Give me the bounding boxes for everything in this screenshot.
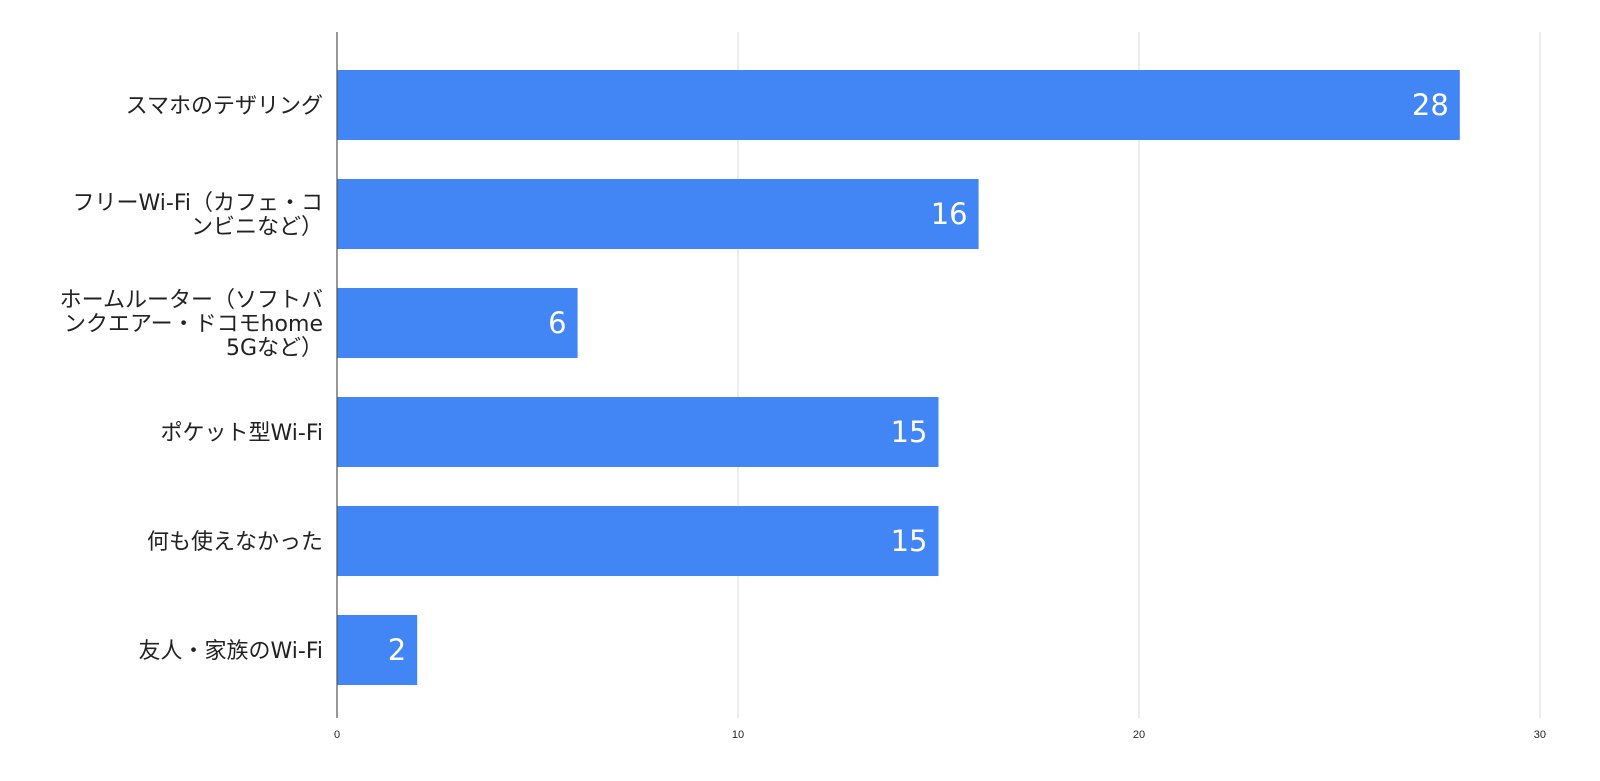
bar-5 [337, 615, 418, 685]
x-tick-label-1: 10 [732, 729, 744, 741]
category-label-0: スマホのテザリング [126, 94, 323, 119]
x-tick-label-0: 0 [334, 729, 340, 741]
data-label-1: 16 [931, 197, 968, 231]
category-label-4-line-0: 何も使えなかった [147, 530, 323, 555]
x-tick-label-3: 30 [1534, 729, 1546, 741]
x-axis-ticks: 0 10 20 30 [334, 729, 1546, 741]
category-label-1-line-0: フリーWi-Fi（カフェ・コ [73, 191, 324, 216]
grid-lines [737, 32, 1541, 718]
bar-3 [337, 397, 939, 467]
bar-0 [337, 70, 1460, 140]
category-label-2-line-1: ンクエアー・ドコモhome [64, 312, 323, 337]
category-label-3: ポケット型Wi-Fi [161, 421, 324, 446]
bar-4 [337, 506, 939, 576]
data-label-0: 28 [1412, 88, 1449, 122]
category-label-5-line-0: 友人・家族のWi-Fi [139, 639, 324, 664]
bar-1 [337, 179, 979, 249]
bar-2 [337, 288, 578, 358]
category-label-1-line-1: ンビニなど） [191, 215, 323, 240]
bars [337, 70, 1460, 685]
data-label-3: 15 [891, 415, 928, 449]
x-tick-label-2: 20 [1133, 729, 1145, 741]
data-label-2: 6 [548, 306, 566, 340]
category-label-2-line-0: ホームルーター（ソフトバ [60, 288, 323, 313]
category-label-4: 何も使えなかった [147, 530, 323, 555]
category-label-0-line-0: スマホのテザリング [126, 94, 323, 119]
data-label-5: 2 [388, 633, 406, 667]
category-label-5: 友人・家族のWi-Fi [139, 639, 324, 664]
data-label-4: 15 [891, 524, 928, 558]
value-labels: 28 16 6 15 15 2 [388, 88, 1449, 667]
category-label-3-line-0: ポケット型Wi-Fi [161, 421, 324, 446]
category-label-2-line-2: 5Gなど） [226, 336, 323, 361]
